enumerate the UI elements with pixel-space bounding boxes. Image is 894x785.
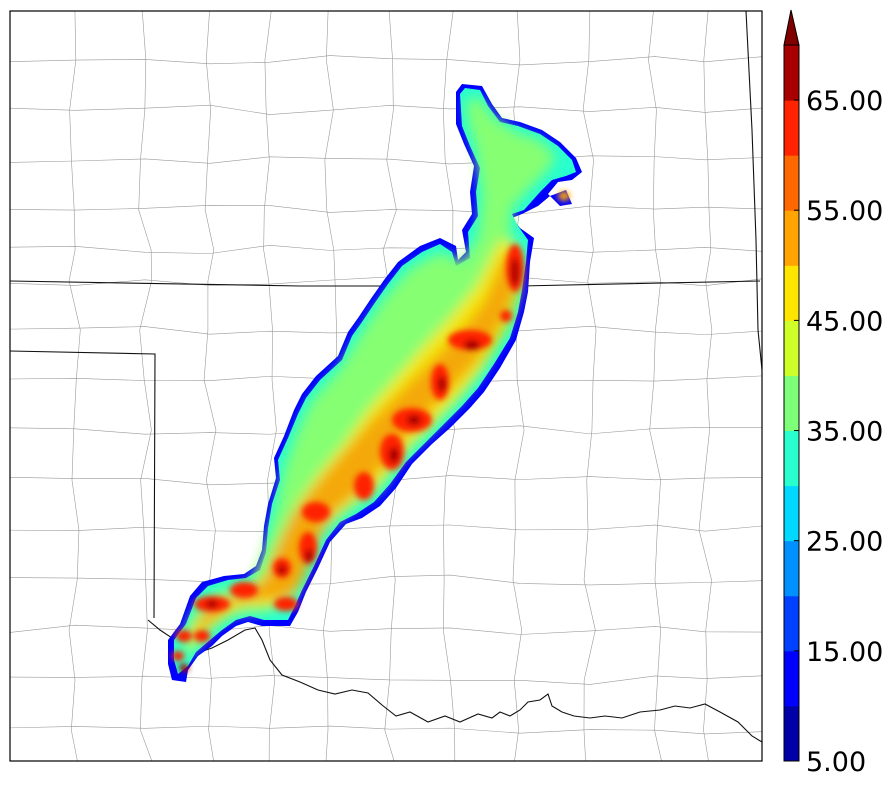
colorbar-tick-label: 25.00 <box>806 527 883 558</box>
county-line <box>10 574 762 586</box>
county-line <box>698 11 713 761</box>
county-line <box>10 204 762 215</box>
colorbar-bin-65-70 <box>784 45 799 101</box>
colorbar-extend-arrow <box>783 9 800 46</box>
county-line <box>10 104 762 115</box>
map-panel <box>9 10 763 762</box>
state-boundary-east <box>745 11 762 371</box>
colorbar-bin-35-40 <box>784 375 799 432</box>
colorbar-bin-25-30 <box>784 485 799 542</box>
colorbar-frame <box>783 44 800 762</box>
colorbar-bin-30-35 <box>784 430 799 487</box>
colorbar-tick-label: 5.00 <box>806 747 866 778</box>
colorbar-bin-15-20 <box>784 595 799 652</box>
colorbar-tick-label: 55.00 <box>806 196 883 227</box>
county-line <box>10 55 762 66</box>
county-line <box>10 524 762 532</box>
colorbar-bin-60-65 <box>784 100 799 156</box>
colorbar-tick-label: 35.00 <box>806 417 883 448</box>
map-frame <box>9 10 763 762</box>
county-line <box>648 11 662 761</box>
colorbar-bin-55-60 <box>784 155 799 211</box>
county-line <box>10 624 762 635</box>
colorbar-tick-label: 45.00 <box>806 306 883 337</box>
colorbar-bin-50-55 <box>784 210 799 266</box>
colorbar-bin-40-45 <box>784 320 799 376</box>
red-river-border <box>147 619 762 743</box>
colorbar-bin-45-50 <box>784 265 799 321</box>
county-line <box>582 11 597 761</box>
reflectivity-field <box>168 84 582 682</box>
county-line <box>10 725 762 735</box>
colorbar-bin-10-15 <box>784 650 799 707</box>
colorbar-tick-label: 15.00 <box>806 637 883 668</box>
colorbar-tick-label: 65.00 <box>806 86 883 117</box>
colorbar-bin-20-25 <box>784 540 799 597</box>
county-line <box>10 675 762 685</box>
county-line <box>68 11 81 761</box>
echo-orange-core <box>194 252 516 636</box>
county-boundaries <box>10 11 762 761</box>
echo-cells <box>172 191 570 672</box>
echo-green-layer <box>182 98 556 660</box>
county-line <box>138 11 153 761</box>
county-line <box>263 11 277 761</box>
county-line <box>10 244 762 254</box>
colorbar: 5.00 15.00 25.00 35.00 45.00 55.00 65.00 <box>783 9 883 778</box>
colorbar-bin-5-10 <box>784 705 799 762</box>
county-line <box>10 155 762 165</box>
